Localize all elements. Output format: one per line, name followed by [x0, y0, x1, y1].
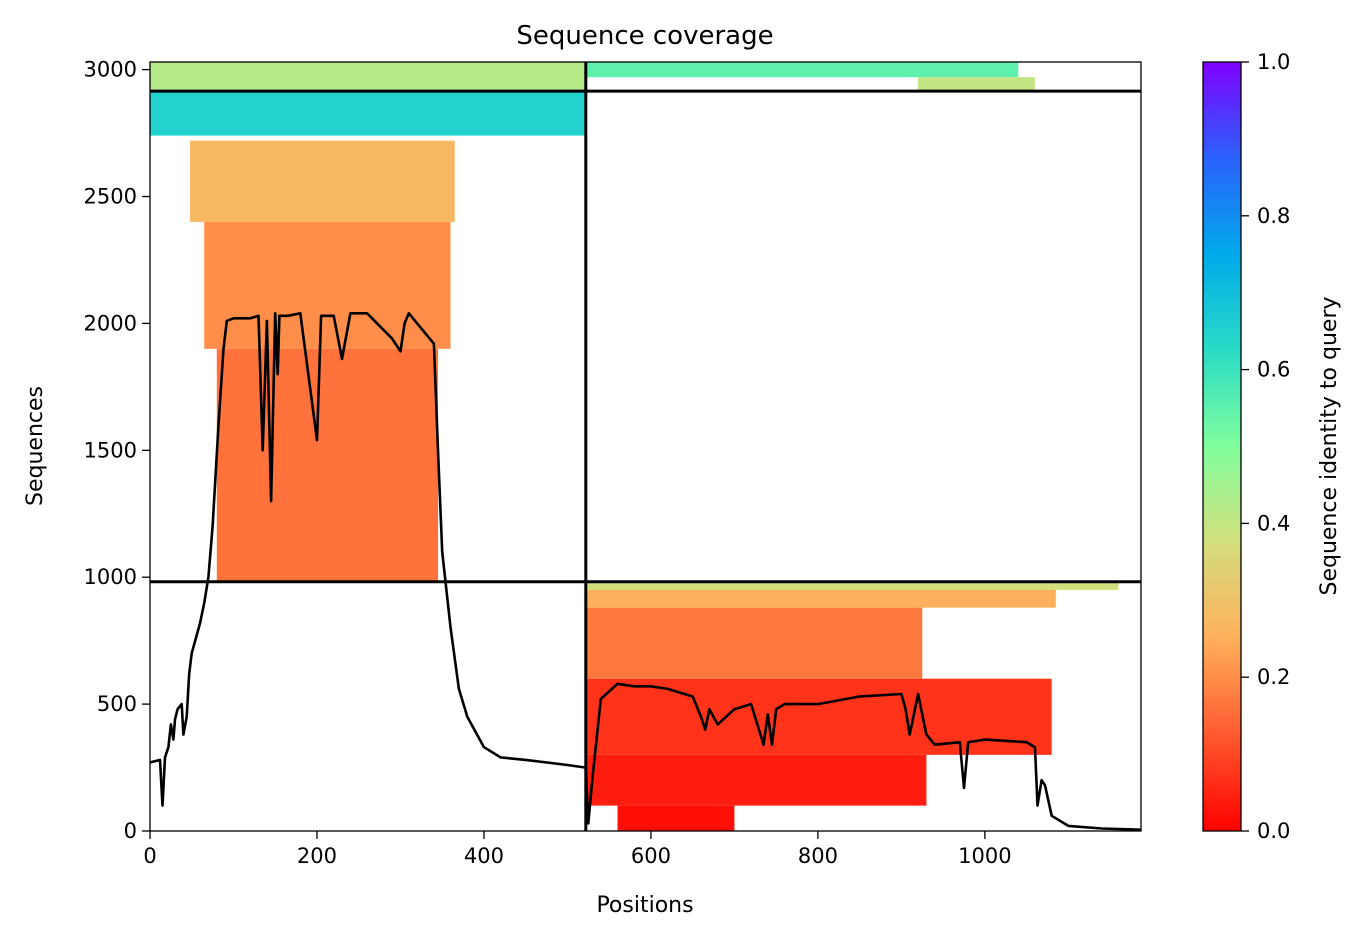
- coverage-regions: [150, 62, 1119, 831]
- colorbar-gradient: [1202, 61, 1242, 832]
- colorbar: 0.0 0.2 0.4 0.6 0.8 1.0 Sequence identity to …: [1202, 50, 1342, 843]
- coverage-region-0: [150, 62, 586, 92]
- y-axis-label: Sequences: [23, 386, 48, 506]
- coverage-line: [150, 312, 1141, 831]
- coverage-region-12: [617, 805, 735, 831]
- colorbar-tick-label-2: 0.4: [1257, 511, 1290, 535]
- coverage-region-7: [585, 581, 1119, 590]
- coverage-region-1: [150, 91, 586, 136]
- colorbar-tick-label-5: 1.0: [1257, 50, 1290, 74]
- coverage-region-3: [204, 221, 451, 349]
- coverage-region-2: [190, 140, 455, 222]
- plot-area: [150, 62, 1141, 831]
- y-tick-label-3: 1500: [84, 438, 137, 462]
- coverage-region-4: [216, 348, 439, 582]
- x-tick-label-4: 800: [798, 844, 838, 868]
- x-tick-label-5: 1000: [958, 844, 1011, 868]
- y-tick-label-4: 2000: [84, 311, 137, 335]
- coverage-region-10: [585, 678, 1052, 755]
- y-tick-label-0: 0: [124, 819, 137, 843]
- y-tick-label-2: 1000: [84, 565, 137, 589]
- coverage-region-5: [585, 62, 1019, 78]
- plot-frame: [149, 61, 1142, 832]
- coverage-region-6: [918, 77, 1035, 92]
- colorbar-label: Sequence identity to query: [1317, 296, 1342, 595]
- x-tick-label-3: 600: [631, 844, 671, 868]
- coverage-region-11: [585, 754, 927, 806]
- y-tick-label-1: 500: [97, 692, 137, 716]
- block-dividers: [150, 62, 1141, 831]
- coverage-region-9: [585, 607, 923, 679]
- colorbar-ticks: 0.0 0.2 0.4 0.6 0.8 1.0: [1241, 50, 1290, 843]
- x-tick-label-2: 400: [464, 844, 504, 868]
- x-tick-label-1: 200: [297, 844, 337, 868]
- colorbar-tick-label-4: 0.8: [1257, 204, 1290, 228]
- coverage-region-8: [585, 589, 1056, 608]
- x-axis: 0 200 400 600 800 1000: [143, 831, 1012, 868]
- x-axis-label: Positions: [596, 893, 693, 918]
- colorbar-tick-label-1: 0.2: [1257, 665, 1290, 689]
- y-axis: 0 500 1000 1500 2000 2500 3000: [84, 58, 150, 843]
- colorbar-tick-label-0: 0.0: [1257, 819, 1290, 843]
- chart-title: Sequence coverage: [516, 21, 773, 51]
- y-tick-label-5: 2500: [84, 185, 137, 209]
- colorbar-tick-label-3: 0.6: [1257, 358, 1290, 382]
- x-tick-label-0: 0: [143, 844, 156, 868]
- y-tick-label-6: 3000: [84, 58, 137, 82]
